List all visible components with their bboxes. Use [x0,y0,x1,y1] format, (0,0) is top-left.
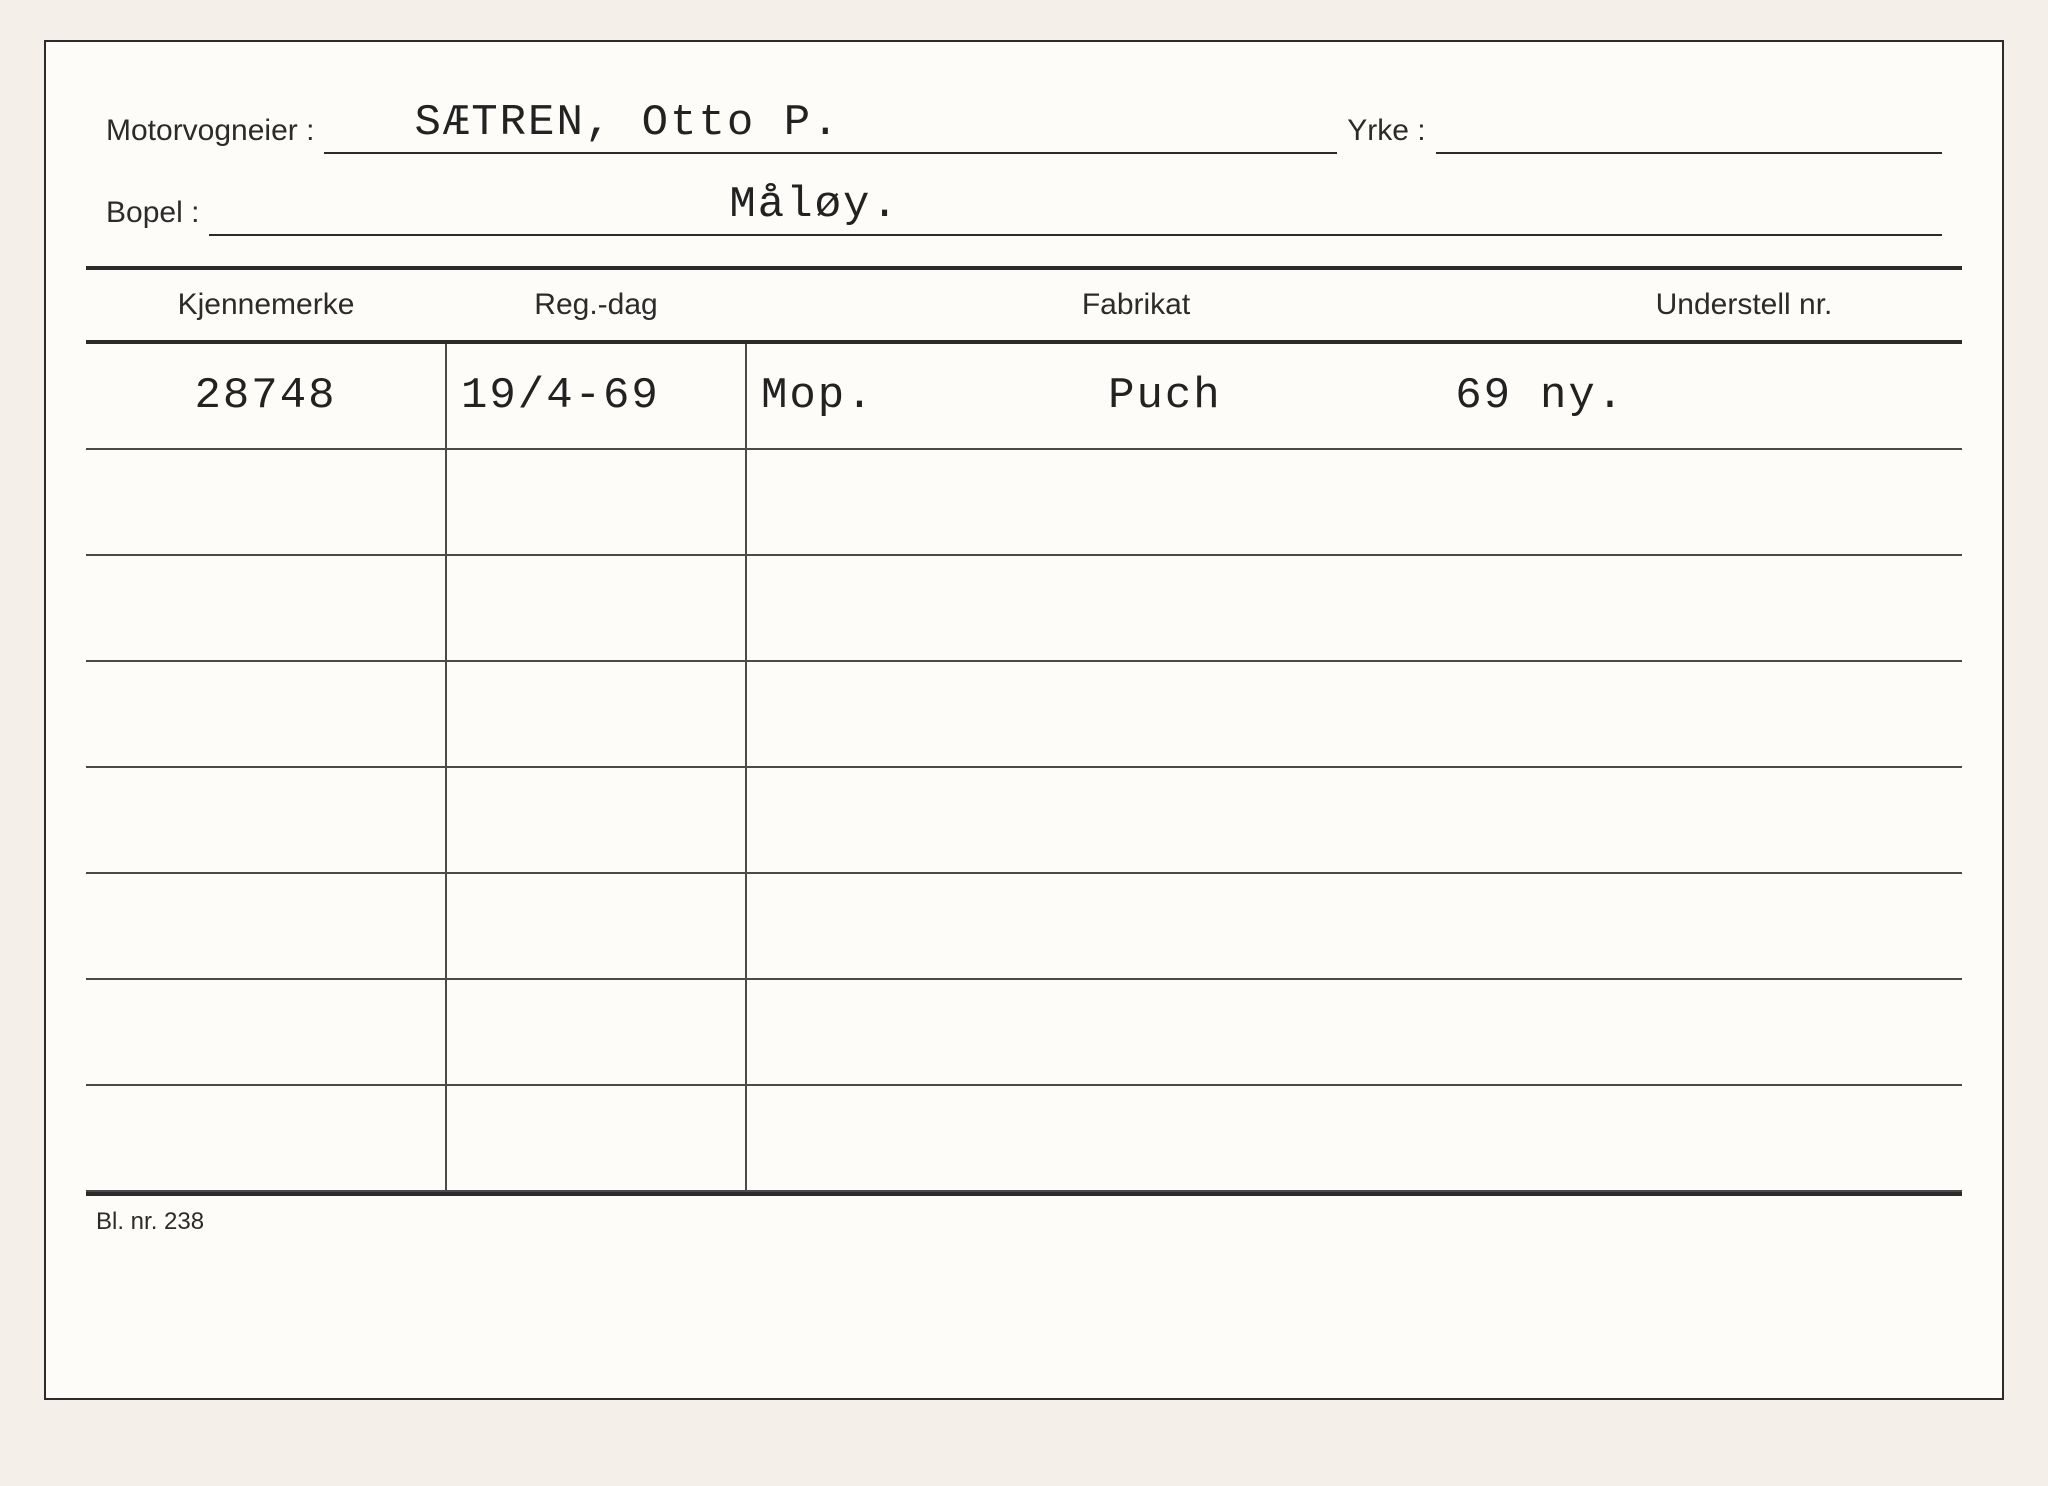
cell-regday [446,449,746,555]
owner-field: SÆTREN, Otto P. [324,102,1337,154]
cell-make [746,1085,1526,1191]
residence-row: Bopel : Måløy. [106,184,1942,236]
cell-make [746,873,1526,979]
cell-chassis [1526,767,1962,873]
cell-regday [446,873,746,979]
col-header-make: Fabrikat [746,268,1526,342]
cell-make [746,555,1526,661]
col-header-chassis: Understell nr. [1526,268,1962,342]
table-bottom-rule [86,1192,1962,1196]
cell-regday [446,767,746,873]
table-row [86,661,1962,767]
residence-value: Måløy. [729,180,899,230]
cell-plate [86,555,446,661]
table-row: 2874819/4-69 Mop. Puch 69 ny. [86,342,1962,449]
cell-plate [86,1085,446,1191]
cell-make [746,449,1526,555]
cell-chassis [1526,661,1962,767]
table-body: 2874819/4-69 Mop. Puch 69 ny. [86,342,1962,1191]
residence-label: Bopel : [106,196,199,236]
table-row [86,979,1962,1085]
cell-chassis [1526,873,1962,979]
cell-chassis [1526,979,1962,1085]
occupation-field [1436,102,1942,154]
cell-regday: 19/4-69 [446,342,746,449]
cell-chassis [1526,555,1962,661]
occupation-label: Yrke : [1347,114,1425,154]
cell-make: Mop. Puch 69 [746,342,1526,449]
table-header-row: Kjennemerke Reg.-dag Fabrikat Understell… [86,268,1962,342]
registration-card: Motorvogneier : SÆTREN, Otto P. Yrke : B… [44,40,2004,1400]
cell-regday [446,1085,746,1191]
cell-make [746,979,1526,1085]
table-row [86,767,1962,873]
cell-plate [86,767,446,873]
owner-value: SÆTREN, Otto P. [414,98,840,148]
cell-plate [86,661,446,767]
owner-row: Motorvogneier : SÆTREN, Otto P. Yrke : [106,102,1942,154]
cell-make [746,661,1526,767]
col-header-plate: Kjennemerke [86,268,446,342]
owner-label: Motorvogneier : [106,114,314,154]
form-id: Bl. nr. 238 [86,1208,1962,1236]
header-fields: Motorvogneier : SÆTREN, Otto P. Yrke : B… [86,102,1962,236]
make-name: Puch [1108,371,1222,421]
cell-chassis: ny. [1526,342,1962,449]
registration-table: Kjennemerke Reg.-dag Fabrikat Understell… [86,266,1962,1192]
table-row [86,1085,1962,1191]
cell-plate: 28748 [86,342,446,449]
cell-regday [446,661,746,767]
cell-regday [446,555,746,661]
cell-make [746,767,1526,873]
make-type: Mop. [761,371,875,421]
col-header-regday: Reg.-dag [446,268,746,342]
table-row [86,873,1962,979]
residence-field: Måløy. [209,184,1942,236]
cell-plate [86,979,446,1085]
cell-regday [446,979,746,1085]
cell-plate [86,873,446,979]
cell-chassis [1526,449,1962,555]
cell-plate [86,449,446,555]
cell-chassis [1526,1085,1962,1191]
make-year: 69 [1455,371,1512,421]
table-row [86,555,1962,661]
table-row [86,449,1962,555]
registration-table-wrap: Kjennemerke Reg.-dag Fabrikat Understell… [86,266,1962,1196]
